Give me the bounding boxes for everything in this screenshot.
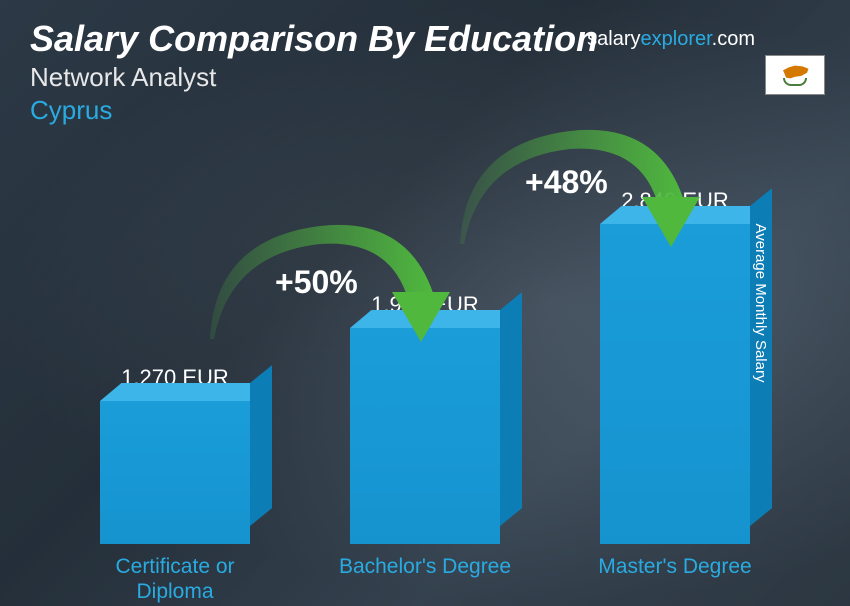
bar-front-face [100,401,250,544]
brand-part1: salary [587,28,640,50]
bar-label: Master's Degree [575,554,775,579]
bar-chart: 1,270 EURCertificate or Diploma1,920 EUR… [60,144,780,544]
arrow-arc-icon [190,204,470,384]
brand-part3: .com [712,28,755,50]
bar-3d: Certificate or Diploma [100,401,250,544]
cyprus-flag-icon [765,55,825,95]
brand-logo: salaryexplorer.com [587,28,755,51]
arrow-arc-icon [440,109,720,289]
y-axis-label: Average Monthly Salary [752,224,769,383]
bar-label: Certificate or Diploma [75,554,275,604]
bar-side-face [500,292,522,526]
increase-arrow [190,204,470,389]
bar-label: Bachelor's Degree [325,554,525,579]
brand-part2: explorer [641,28,712,50]
bar-side-face [250,365,272,526]
chart-country: Cyprus [30,95,820,126]
increase-arrow [440,109,720,294]
bar-group: 1,270 EURCertificate or Diploma [80,365,270,544]
chart-subtitle: Network Analyst [30,62,820,93]
